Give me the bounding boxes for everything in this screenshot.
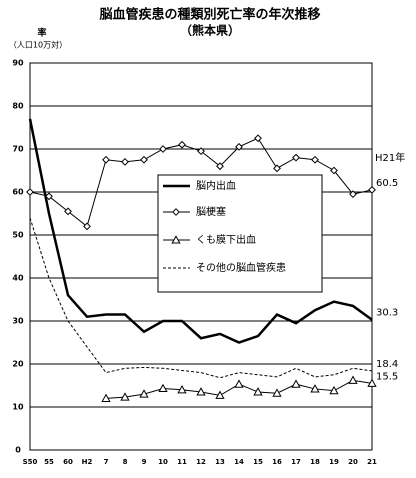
chart-title: 脳血管疾患の種類別死亡率の年次推移 [99, 7, 320, 23]
marker [83, 222, 91, 231]
x-tick-label: 9 [142, 458, 147, 466]
marker [215, 390, 225, 399]
chart-subtitle: （熊本県） [180, 23, 240, 38]
end-value-label: 15.5 [376, 371, 398, 382]
marker [254, 134, 262, 143]
y-tick-label: 30 [12, 317, 24, 326]
y-tick-label: 40 [12, 274, 24, 283]
marker [102, 155, 110, 164]
end-value-label: 18.4 [376, 359, 398, 370]
marker [311, 155, 319, 164]
y-tick-label: 70 [12, 145, 24, 154]
legend-box [157, 174, 323, 293]
marker [291, 379, 301, 388]
series-line [28, 118, 373, 344]
x-tick-label: 60 [63, 458, 73, 466]
plot-frame [29, 62, 373, 451]
legend-label: 脳内出血 [196, 179, 236, 192]
marker [120, 392, 130, 401]
marker [349, 190, 357, 199]
marker [178, 140, 186, 149]
y-tick-label: 20 [12, 360, 24, 369]
legend-marker [172, 208, 180, 216]
marker [139, 389, 149, 398]
x-tick-label: H2 [82, 458, 93, 466]
y-tick-label: 90 [12, 59, 24, 68]
marker [367, 378, 377, 387]
y-tick-label: 80 [12, 102, 24, 111]
legend-label: 脳梗塞 [196, 205, 226, 218]
x-tick-label: 55 [44, 458, 54, 466]
marker [329, 385, 339, 395]
marker [64, 207, 72, 216]
marker [159, 145, 167, 153]
marker [177, 384, 187, 394]
annotation: H21年 [375, 151, 405, 164]
x-tick-label: 12 [196, 458, 206, 466]
y-axis-label: 率 [37, 27, 46, 39]
x-tick-label: 10 [158, 458, 168, 466]
marker [292, 153, 300, 162]
marker [196, 387, 206, 396]
marker [253, 387, 263, 396]
series-line [29, 217, 373, 379]
marker [235, 142, 243, 151]
y-tick-label: 0 [15, 446, 21, 455]
y-axis-unit: （人口10万対） [9, 40, 67, 50]
x-tick-label: 21 [367, 458, 377, 466]
marker [101, 393, 111, 402]
x-tick-label: 8 [123, 458, 128, 466]
end-value-label: 30.3 [376, 308, 398, 319]
legend-label: その他の脳血管疾患 [196, 261, 286, 274]
legend-label: くも膜下出血 [196, 233, 256, 246]
x-tick-label: 19 [329, 458, 339, 466]
x-tick-label: 7 [104, 458, 109, 466]
marker [368, 185, 376, 194]
marker [272, 388, 282, 397]
x-tick-label: S50 [23, 458, 38, 466]
x-tick-label: 16 [272, 458, 282, 466]
x-tick-label: 14 [234, 458, 244, 466]
marker [330, 166, 338, 175]
marker [140, 155, 148, 164]
marker [158, 383, 168, 393]
y-tick-label: 60 [12, 188, 24, 197]
marker [310, 384, 320, 393]
marker [26, 188, 34, 196]
marker [273, 164, 281, 173]
marker [348, 375, 358, 384]
legend-marker [171, 235, 181, 244]
x-tick-label: 20 [348, 458, 358, 466]
marker [216, 162, 224, 171]
x-tick-label: 15 [253, 458, 263, 466]
y-tick-label: 50 [12, 231, 24, 240]
y-tick-label: 10 [12, 403, 24, 412]
x-tick-label: 13 [215, 458, 225, 466]
end-value-label: 60.5 [376, 178, 398, 189]
x-tick-label: 17 [291, 458, 301, 466]
marker [197, 147, 205, 156]
x-tick-label: 18 [310, 458, 320, 466]
marker [234, 379, 244, 388]
marker [121, 157, 129, 166]
x-tick-label: 11 [177, 458, 187, 466]
marker [45, 192, 53, 201]
